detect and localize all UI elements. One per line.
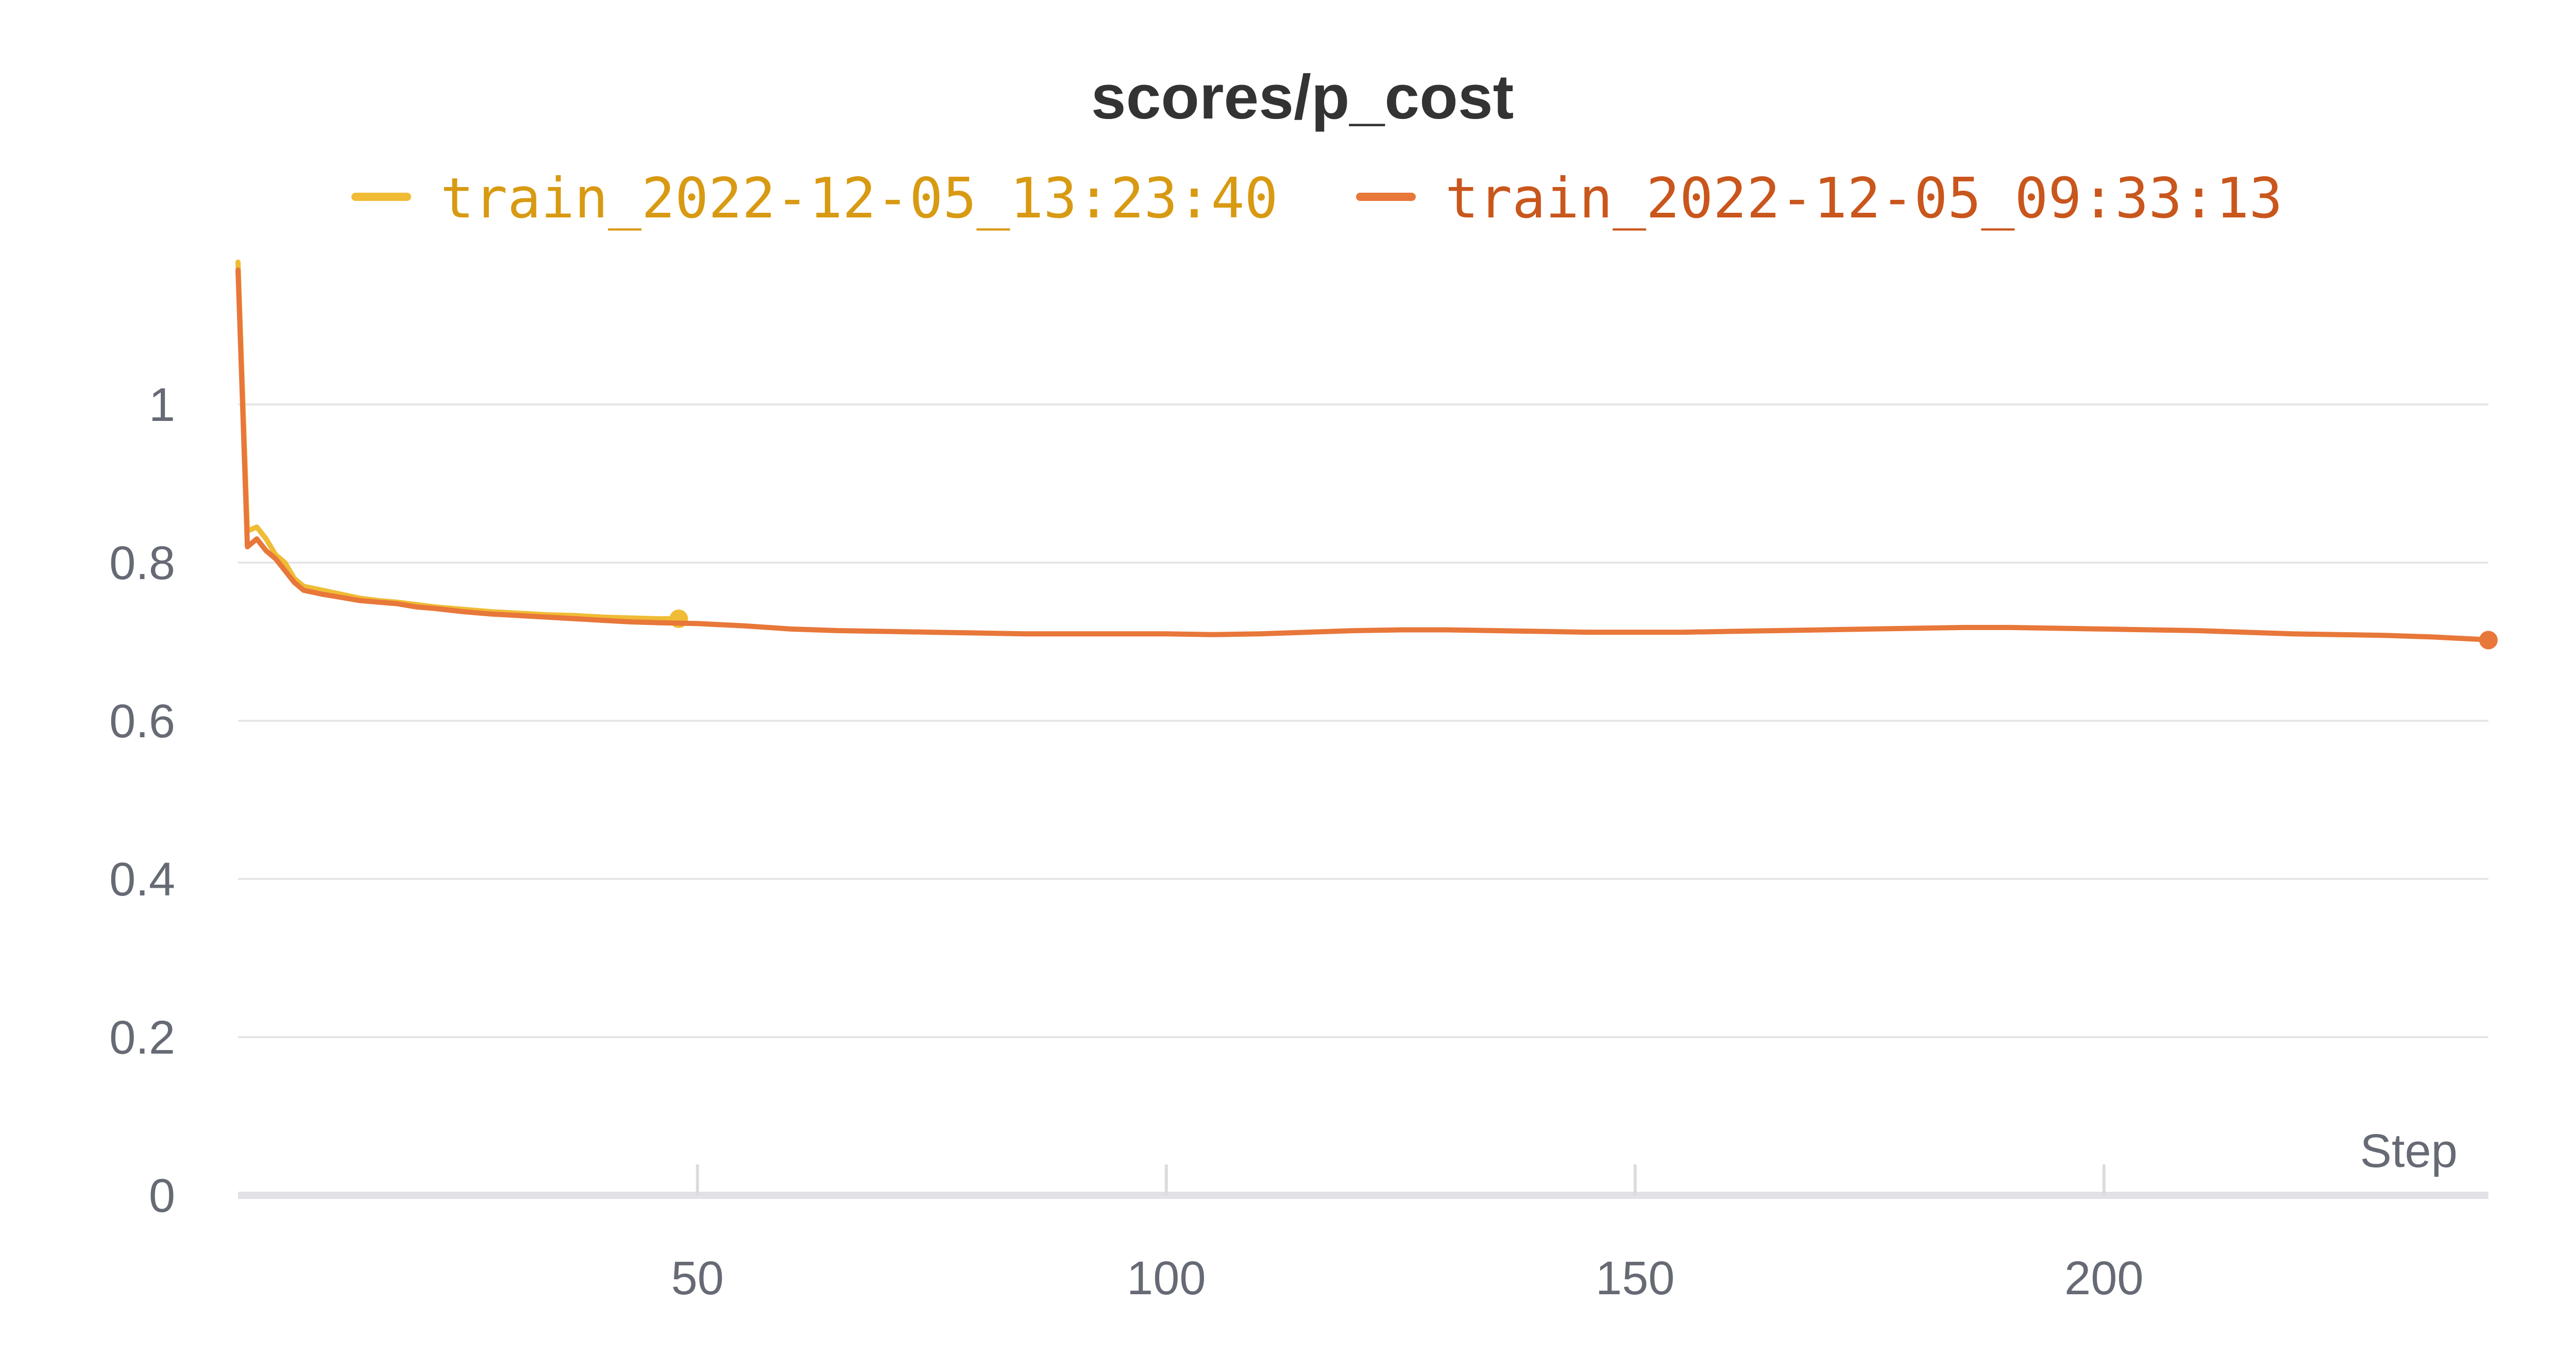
x-tick-label: 50 [671, 1252, 724, 1305]
y-tick-label: 0.4 [109, 853, 175, 906]
series-line [235, 259, 682, 621]
y-tick-label: 0.6 [109, 695, 175, 748]
axes: 50 100 150 200 [238, 1164, 2488, 1305]
x-tick-label: 200 [2064, 1252, 2144, 1305]
series-layer [235, 259, 2498, 650]
legend-label: train_2022-12-05_09:33:13 [1445, 166, 2283, 231]
y-tick-label: 1 [149, 379, 175, 431]
chart-title: scores/p_cost [1091, 62, 1514, 132]
y-tick-label: 0.2 [109, 1011, 175, 1064]
x-tick-label: 100 [1127, 1252, 1206, 1305]
x-axis-label: Step [2360, 1125, 2458, 1177]
gridlines: 0 0.2 0.4 0.6 0.8 1 [109, 379, 2488, 1222]
y-tick-label: 0 [149, 1170, 175, 1222]
legend: train_2022-12-05_13:23:40 train_2022-12-0… [351, 166, 2283, 231]
x-tick-label: 150 [1596, 1252, 1675, 1305]
series-end-point [2479, 631, 2498, 650]
legend-label: train_2022-12-05_13:23:40 [440, 166, 1278, 231]
y-tick-label: 0.8 [109, 537, 175, 589]
series-line [235, 267, 2491, 643]
